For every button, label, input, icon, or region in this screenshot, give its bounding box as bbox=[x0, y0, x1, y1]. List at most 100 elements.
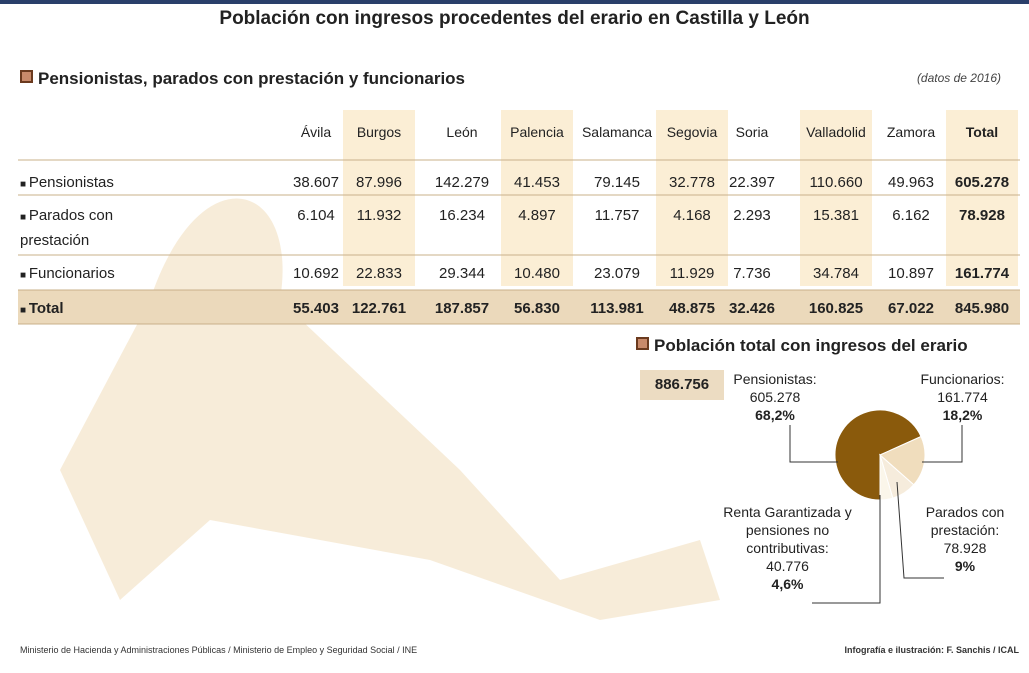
cell: 78.928 bbox=[959, 207, 1005, 224]
pie-label-percent-labels: 68,2% bbox=[755, 407, 795, 423]
pie bbox=[834, 409, 926, 501]
cell: 605.278 bbox=[954, 174, 1010, 191]
pie-title-text: Población total con ingresos del erario bbox=[654, 336, 968, 355]
cell: 23.079 bbox=[594, 265, 640, 282]
pie-label-percent-labels: 9% bbox=[954, 558, 976, 574]
pie-label-percent-labels: 4,6% bbox=[771, 576, 804, 592]
cell: 38.607 bbox=[293, 174, 339, 191]
cell: 161.774 bbox=[954, 265, 1010, 282]
cell: 29.344 bbox=[439, 265, 485, 282]
cell: 11.757 bbox=[594, 207, 640, 224]
pie-label-value-labels: 605.278 bbox=[749, 389, 801, 405]
pie-label-categories: Funcionarios: bbox=[920, 371, 1005, 387]
cell: 10.692 bbox=[293, 265, 339, 282]
pie-label-value-labels: 78.928 bbox=[943, 540, 987, 556]
leader bbox=[789, 425, 838, 463]
pie-label-value-labels: 161.774 bbox=[937, 389, 988, 405]
cell: 48.875 bbox=[669, 300, 715, 317]
cell: 10.480 bbox=[514, 265, 560, 282]
cell: 6.104 bbox=[297, 207, 335, 224]
column-header: León bbox=[446, 124, 478, 140]
cell: 142.279 bbox=[434, 174, 490, 191]
column-header: Segovia bbox=[666, 124, 718, 140]
cell: 55.403 bbox=[293, 300, 339, 317]
total-box bbox=[640, 370, 724, 400]
row-label: ■ Parados con prestación bbox=[20, 204, 160, 252]
cell: 79.145 bbox=[594, 174, 640, 191]
row-label-text: Pensionistas bbox=[28, 174, 114, 191]
cell: 41.453 bbox=[514, 174, 560, 191]
cell: 110.660 bbox=[809, 174, 863, 191]
cell: 187.857 bbox=[434, 300, 490, 317]
column-header: Palencia bbox=[510, 124, 564, 140]
cell: 11.932 bbox=[356, 207, 402, 224]
row-label: ■ Funcionarios bbox=[20, 262, 160, 287]
leader bbox=[922, 425, 963, 463]
pie-title: Población total con ingresos del erario bbox=[636, 336, 968, 356]
cell: 87.996 bbox=[356, 174, 402, 191]
cell: 34.784 bbox=[813, 265, 859, 282]
cell: 4.168 bbox=[673, 207, 711, 224]
cell: 160.825 bbox=[808, 300, 864, 317]
cell: 32.426 bbox=[729, 300, 775, 317]
pie-label: Pensionistas: 605.278 68,2% bbox=[720, 370, 830, 424]
cell: 113.981 bbox=[590, 300, 644, 317]
column-header: Ávila bbox=[300, 124, 332, 140]
column-highlight bbox=[656, 110, 728, 286]
leader bbox=[812, 495, 881, 604]
cell: 7.736 bbox=[733, 265, 771, 282]
note: (datos de 2016) bbox=[916, 71, 1001, 85]
bullet: ■ bbox=[20, 270, 29, 281]
column-header: Salamanca bbox=[581, 124, 653, 140]
column-header: Valladolid bbox=[806, 124, 866, 140]
column-highlight bbox=[343, 110, 415, 286]
cell: 6.162 bbox=[892, 207, 930, 224]
row-label-text: Funcionarios bbox=[28, 265, 115, 282]
cell: 67.022 bbox=[888, 300, 934, 317]
pie-label: Parados con prestación: 78.928 9% bbox=[905, 503, 1025, 575]
pie-label-value-labels: 40.776 bbox=[766, 558, 809, 574]
cell: 10.897 bbox=[888, 265, 934, 282]
cell: 32.778 bbox=[669, 174, 715, 191]
column-highlight bbox=[946, 110, 1018, 286]
cell: 4.897 bbox=[518, 207, 556, 224]
column-header: Zamora bbox=[886, 124, 936, 140]
pie-label-categories: Pensionistas: bbox=[733, 371, 817, 387]
total-value: 886.756 bbox=[654, 376, 710, 393]
row-label: ■ Total bbox=[20, 297, 160, 322]
top-bar bbox=[0, 0, 1029, 4]
pie-label: Renta Garantizada y pensiones no contrib… bbox=[710, 503, 865, 593]
bullet: ■ bbox=[20, 305, 29, 316]
row-label-text: Total bbox=[28, 300, 64, 317]
cell: 56.830 bbox=[514, 300, 560, 317]
leader bbox=[896, 481, 944, 579]
cell: 22.397 bbox=[729, 174, 775, 191]
pie-label: Funcionarios: 161.774 18,2% bbox=[905, 370, 1020, 424]
row-label-text: Parados con prestación bbox=[20, 207, 114, 249]
cell: 845.980 bbox=[954, 300, 1010, 317]
bullet: ■ bbox=[20, 179, 29, 190]
pie-label-categories: Renta Garantizada y pensiones no contrib… bbox=[723, 504, 852, 556]
pie-label-categories: Parados con prestación: bbox=[925, 504, 1005, 538]
table-title-text: Pensionistas, parados con prestación y f… bbox=[38, 69, 466, 88]
credit: Infografía e ilustración: F. Sanchis / I… bbox=[844, 645, 1019, 655]
table-title: Pensionistas, parados con prestación y f… bbox=[20, 69, 465, 89]
column-highlight bbox=[501, 110, 573, 286]
column-highlight bbox=[800, 110, 872, 286]
cell: 2.293 bbox=[733, 207, 771, 224]
cell: 16.234 bbox=[439, 207, 485, 224]
cell: 49.963 bbox=[888, 174, 934, 191]
row-label: ■ Pensionistas bbox=[20, 171, 160, 196]
bullet: ■ bbox=[20, 212, 29, 223]
column-header: Soria bbox=[735, 124, 769, 140]
source: Ministerio de Hacienda y Administracione… bbox=[20, 645, 418, 655]
cell: 11.929 bbox=[669, 265, 715, 282]
cell: 15.381 bbox=[813, 207, 859, 224]
column-header: Burgos bbox=[356, 124, 402, 140]
cell: 22.833 bbox=[356, 265, 402, 282]
title: Población con ingresos procedentes del e… bbox=[219, 8, 810, 29]
total-row bbox=[18, 290, 1020, 324]
pie-label-percent-labels: 18,2% bbox=[942, 407, 983, 423]
